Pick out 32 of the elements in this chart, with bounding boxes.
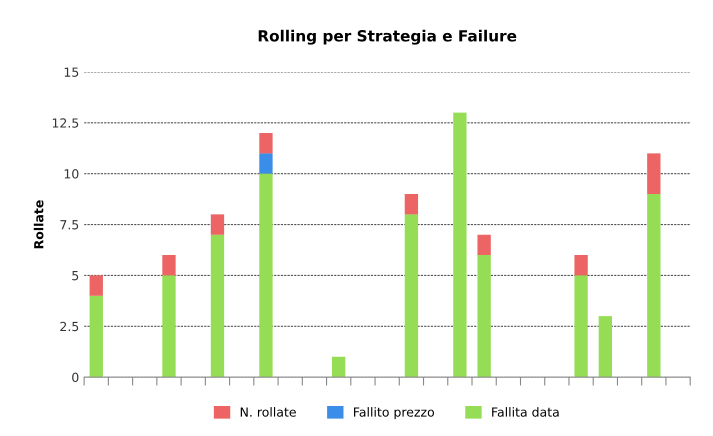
bar	[259, 174, 273, 378]
legend-label: N. rollate	[240, 407, 296, 417]
bar	[162, 255, 176, 276]
bar	[210, 214, 224, 235]
y-tick-label: 10	[64, 169, 78, 179]
bar	[477, 234, 491, 256]
y-tick-label: 2.5	[60, 322, 78, 332]
y-tick-label: 5	[72, 271, 78, 280]
y-tick-label: 15	[64, 68, 78, 77]
bar	[259, 132, 273, 154]
chart-title: Rolling per Strategia e Failure	[258, 30, 516, 45]
bar	[259, 153, 273, 174]
bar	[210, 234, 224, 378]
y-tick-label: 0	[72, 372, 78, 382]
bar	[574, 275, 588, 378]
bar	[574, 255, 588, 276]
bar	[90, 296, 103, 378]
bar	[404, 194, 418, 214]
bar	[598, 316, 612, 378]
bar	[332, 356, 346, 378]
bar	[90, 275, 103, 296]
bar	[162, 275, 176, 378]
legend-label: Fallita data	[492, 407, 559, 417]
bar	[647, 194, 660, 378]
bar	[647, 153, 660, 194]
y-tick-label: 12.5	[52, 118, 78, 128]
y-axis-title: Rollate	[34, 200, 44, 248]
bar	[404, 214, 418, 378]
bar	[453, 112, 467, 378]
bar	[477, 255, 491, 378]
legend-label: Fallito prezzo	[354, 407, 434, 420]
y-tick-label: 7.5	[60, 220, 78, 230]
